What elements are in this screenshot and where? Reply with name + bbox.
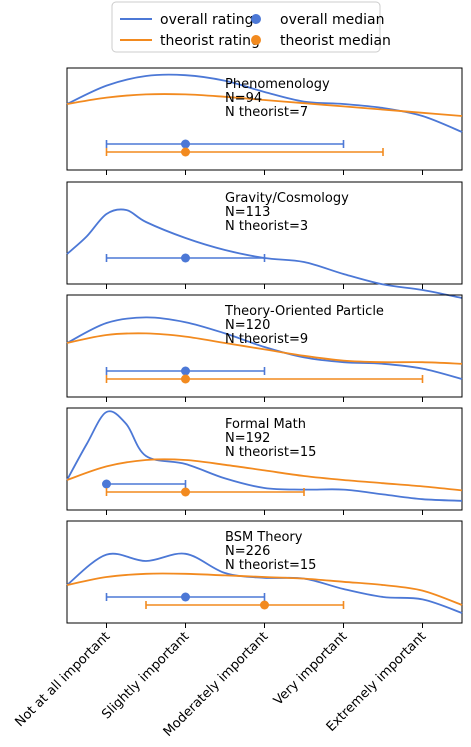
theorist-median-point — [260, 600, 269, 610]
panel-title: BSM Theory — [225, 530, 303, 545]
panel-bsm-theory: BSM Theory N=226 N theorist=15 — [66, 520, 463, 628]
panel-n-label: N=113 — [225, 205, 270, 220]
panel-gravity-cosmology: Gravity/Cosmology N=113 N theorist=3 — [66, 181, 463, 299]
legend-frame — [111, 1, 381, 53]
legend: overall rating overall median theorist r… — [111, 1, 391, 53]
theorist-median-point — [181, 374, 190, 384]
panel-n-label: N=94 — [225, 91, 262, 106]
x-axis-tick-labels: Not at all important Slightly important … — [12, 629, 429, 740]
legend-swatch-overall-median — [251, 14, 261, 24]
panel-title: Theory-Oriented Particle — [224, 304, 384, 319]
panel-title: Gravity/Cosmology — [225, 191, 349, 206]
x-tick-label-not-at-all-important: Not at all important — [12, 629, 113, 730]
legend-label-theorist-median: theorist median — [280, 33, 391, 49]
panel-n-theorist-label: N theorist=3 — [225, 219, 308, 234]
panel-n-label: N=226 — [225, 544, 270, 559]
theorist-density-line — [66, 93, 463, 117]
theorist-density-line — [66, 572, 463, 606]
panel-n-theorist-label: N theorist=9 — [225, 332, 308, 347]
panel-n-label: N=120 — [225, 318, 270, 333]
overall-median-point — [181, 253, 190, 263]
panel-formal-math: Formal Math N=192 N theorist=15 — [66, 407, 463, 515]
overall-median-point — [181, 366, 190, 376]
x-tick-label-slightly-important: Slightly important — [99, 629, 192, 722]
panel-n-theorist-label: N theorist=15 — [225, 445, 316, 460]
panel-phenomenology: Phenomenology N=94 N theorist=7 — [66, 67, 463, 175]
x-tick-label-very-important: Very important — [271, 629, 350, 708]
overall-median-point — [181, 592, 190, 602]
panel-theory-oriented-particle: Theory-Oriented Particle N=120 N theoris… — [66, 294, 463, 402]
overall-density-line — [66, 410, 463, 502]
overall-density-line — [66, 208, 463, 299]
theorist-median-point — [181, 147, 190, 157]
panel-title: Phenomenology — [225, 77, 330, 92]
panel-title: Formal Math — [225, 417, 306, 432]
overall-median-point — [102, 479, 111, 489]
overall-density-line — [66, 316, 463, 380]
overall-median-point — [181, 139, 190, 149]
theorist-density-line — [66, 458, 463, 492]
legend-label-theorist-rating: theorist rating — [160, 33, 260, 49]
panel-n-label: N=192 — [225, 431, 270, 446]
legend-label-overall-rating: overall rating — [160, 12, 254, 28]
theorist-median-point — [181, 487, 190, 497]
legend-swatch-theorist-median — [251, 35, 261, 45]
legend-label-overall-median: overall median — [280, 12, 385, 28]
theorist-density-line — [66, 332, 463, 365]
panel-n-theorist-label: N theorist=15 — [225, 558, 316, 573]
panel-n-theorist-label: N theorist=7 — [225, 105, 308, 120]
